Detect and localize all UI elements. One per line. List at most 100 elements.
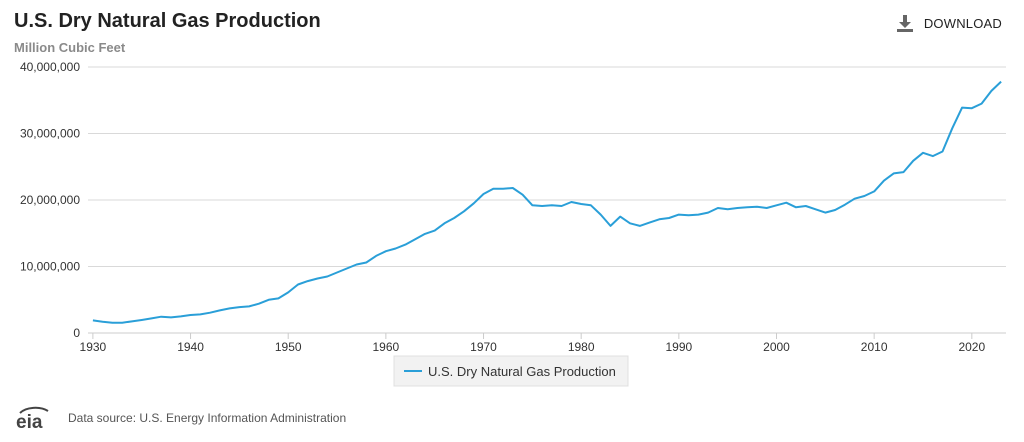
- data-point[interactable]: [813, 207, 818, 212]
- data-point[interactable]: [774, 203, 779, 208]
- data-point[interactable]: [129, 319, 134, 324]
- data-point[interactable]: [979, 101, 984, 106]
- data-point[interactable]: [540, 203, 545, 208]
- data-point[interactable]: [989, 88, 994, 93]
- data-point[interactable]: [510, 186, 515, 191]
- data-point[interactable]: [842, 202, 847, 207]
- data-point[interactable]: [178, 314, 183, 319]
- data-point[interactable]: [667, 215, 672, 220]
- data-point[interactable]: [549, 203, 554, 208]
- data-point[interactable]: [393, 246, 398, 251]
- data-point[interactable]: [530, 203, 535, 208]
- data-point[interactable]: [266, 297, 271, 302]
- data-point[interactable]: [198, 312, 203, 317]
- data-point[interactable]: [276, 296, 281, 301]
- data-point[interactable]: [374, 253, 379, 258]
- data-point[interactable]: [891, 171, 896, 176]
- data-point[interactable]: [461, 209, 466, 214]
- data-point[interactable]: [481, 192, 486, 197]
- data-point[interactable]: [803, 203, 808, 208]
- data-point[interactable]: [325, 274, 330, 279]
- y-tick-label: 10,000,000: [20, 260, 80, 274]
- data-point[interactable]: [715, 205, 720, 210]
- data-point[interactable]: [920, 150, 925, 155]
- data-point[interactable]: [960, 105, 965, 110]
- legend-box[interactable]: [393, 355, 629, 387]
- data-point[interactable]: [725, 207, 730, 212]
- data-point[interactable]: [969, 106, 974, 111]
- data-point[interactable]: [110, 320, 115, 325]
- data-point[interactable]: [686, 213, 691, 218]
- download-button[interactable]: DOWNLOAD: [896, 14, 1002, 32]
- data-point[interactable]: [764, 205, 769, 210]
- data-point[interactable]: [833, 207, 838, 212]
- data-point[interactable]: [881, 178, 886, 183]
- data-point[interactable]: [696, 212, 701, 217]
- data-point[interactable]: [999, 79, 1004, 84]
- data-point[interactable]: [628, 221, 633, 226]
- data-point[interactable]: [335, 270, 340, 275]
- data-point[interactable]: [930, 154, 935, 159]
- data-point[interactable]: [471, 201, 476, 206]
- data-point[interactable]: [569, 199, 574, 204]
- data-point[interactable]: [657, 217, 662, 222]
- data-point[interactable]: [432, 228, 437, 233]
- data-point[interactable]: [735, 205, 740, 210]
- data-point[interactable]: [676, 212, 681, 217]
- data-point[interactable]: [139, 318, 144, 323]
- data-point[interactable]: [188, 313, 193, 318]
- data-point[interactable]: [950, 126, 955, 131]
- data-point[interactable]: [491, 186, 496, 191]
- data-point[interactable]: [852, 196, 857, 201]
- data-point[interactable]: [383, 249, 388, 254]
- data-point[interactable]: [344, 266, 349, 271]
- data-point[interactable]: [159, 314, 164, 319]
- data-point[interactable]: [256, 301, 261, 306]
- eia-logo[interactable]: eia: [14, 406, 52, 430]
- data-point[interactable]: [227, 306, 232, 311]
- data-point[interactable]: [208, 310, 213, 315]
- data-point[interactable]: [442, 221, 447, 226]
- data-point[interactable]: [823, 210, 828, 215]
- data-point[interactable]: [422, 231, 427, 236]
- data-point[interactable]: [647, 220, 652, 225]
- data-point[interactable]: [579, 201, 584, 206]
- data-point[interactable]: [598, 212, 603, 217]
- data-point[interactable]: [315, 276, 320, 281]
- data-point[interactable]: [237, 305, 242, 310]
- data-point[interactable]: [305, 279, 310, 284]
- data-point[interactable]: [754, 204, 759, 209]
- data-point[interactable]: [706, 210, 711, 215]
- data-point[interactable]: [901, 170, 906, 175]
- data-point[interactable]: [872, 189, 877, 194]
- data-point[interactable]: [247, 304, 252, 309]
- data-point[interactable]: [354, 262, 359, 267]
- data-point[interactable]: [559, 203, 564, 208]
- data-point[interactable]: [286, 290, 291, 295]
- data-point[interactable]: [794, 205, 799, 210]
- data-point[interactable]: [149, 316, 154, 321]
- data-point[interactable]: [608, 223, 613, 228]
- data-point[interactable]: [90, 318, 95, 323]
- data-point[interactable]: [295, 282, 300, 287]
- data-point[interactable]: [520, 192, 525, 197]
- data-point[interactable]: [403, 242, 408, 247]
- data-point[interactable]: [169, 315, 174, 320]
- series-line[interactable]: [92, 80, 1002, 324]
- data-point[interactable]: [618, 214, 623, 219]
- data-point[interactable]: [217, 308, 222, 313]
- data-point[interactable]: [745, 205, 750, 210]
- data-point[interactable]: [911, 158, 916, 163]
- data-point[interactable]: [100, 319, 105, 324]
- data-point[interactable]: [364, 260, 369, 265]
- data-point[interactable]: [637, 223, 642, 228]
- data-point[interactable]: [862, 194, 867, 199]
- data-point[interactable]: [501, 186, 506, 191]
- data-point[interactable]: [120, 320, 125, 325]
- data-point[interactable]: [413, 237, 418, 242]
- data-point[interactable]: [784, 200, 789, 205]
- data-point[interactable]: [588, 203, 593, 208]
- data-point[interactable]: [452, 215, 457, 220]
- legend-label[interactable]: U.S. Dry Natural Gas Production: [428, 364, 616, 379]
- data-point[interactable]: [940, 149, 945, 154]
